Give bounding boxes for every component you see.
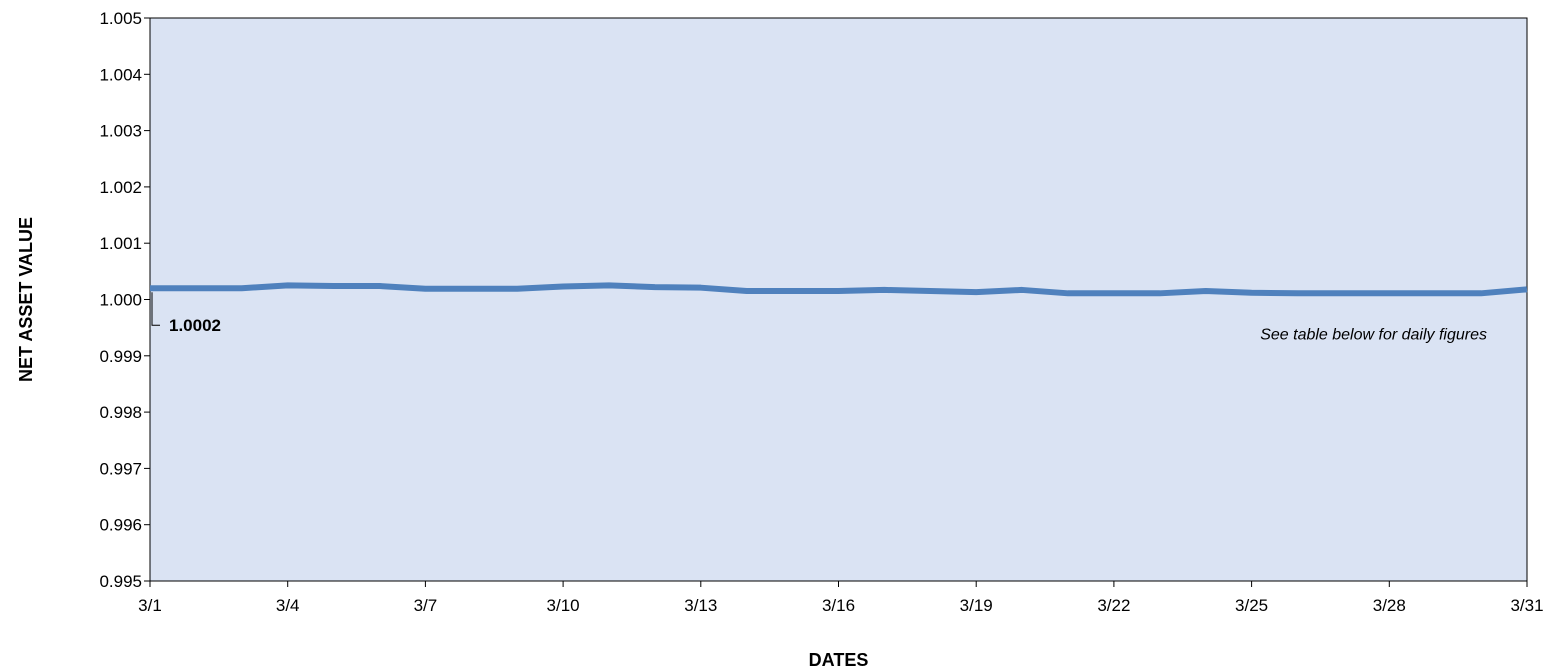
y-tick-label: 0.995 (99, 572, 142, 591)
y-axis-ticks: 0.995 0.996 0.997 0.998 0.999 1.000 1.001 1.002… (99, 9, 150, 591)
y-tick-label: 1.005 (99, 9, 142, 28)
y-tick-label: 1.003 (99, 122, 142, 141)
y-tick-label: 1.001 (99, 234, 142, 253)
y-tick-label: 0.998 (99, 403, 142, 422)
first-value-data-label: 1.0002 (169, 316, 221, 335)
x-tick-label: 3/7 (414, 596, 438, 615)
y-tick-label: 1.002 (99, 178, 142, 197)
plot-area (149, 17, 1528, 582)
y-tick-label: 0.997 (99, 459, 142, 478)
x-tick-label: 3/4 (276, 596, 300, 615)
x-tick-label: 3/25 (1235, 596, 1268, 615)
x-tick-label: 3/19 (960, 596, 993, 615)
x-tick-label: 3/22 (1097, 596, 1130, 615)
x-tick-label: 3/10 (547, 596, 580, 615)
x-tick-label: 3/13 (684, 596, 717, 615)
x-axis-title: DATES (809, 650, 869, 670)
daily-figures-note: See table below for daily figures (1260, 327, 1487, 344)
x-axis-ticks: 3/1 3/4 3/7 3/10 3/13 3/16 3/19 3/22 3/25 3/28 3/3… (138, 581, 1544, 615)
x-tick-label: 3/16 (822, 596, 855, 615)
y-tick-label: 1.004 (99, 65, 142, 84)
x-tick-label: 3/31 (1510, 596, 1543, 615)
y-axis-title: NET ASSET VALUE (16, 217, 36, 382)
x-tick-label: 3/28 (1373, 596, 1406, 615)
y-tick-label: 0.999 (99, 347, 142, 366)
y-tick-label: 0.996 (99, 516, 142, 535)
nav-series-points (149, 285, 1528, 294)
data-label-leader (151, 292, 160, 326)
x-tick-label: 3/1 (138, 596, 162, 615)
y-tick-label: 1.000 (99, 291, 142, 310)
